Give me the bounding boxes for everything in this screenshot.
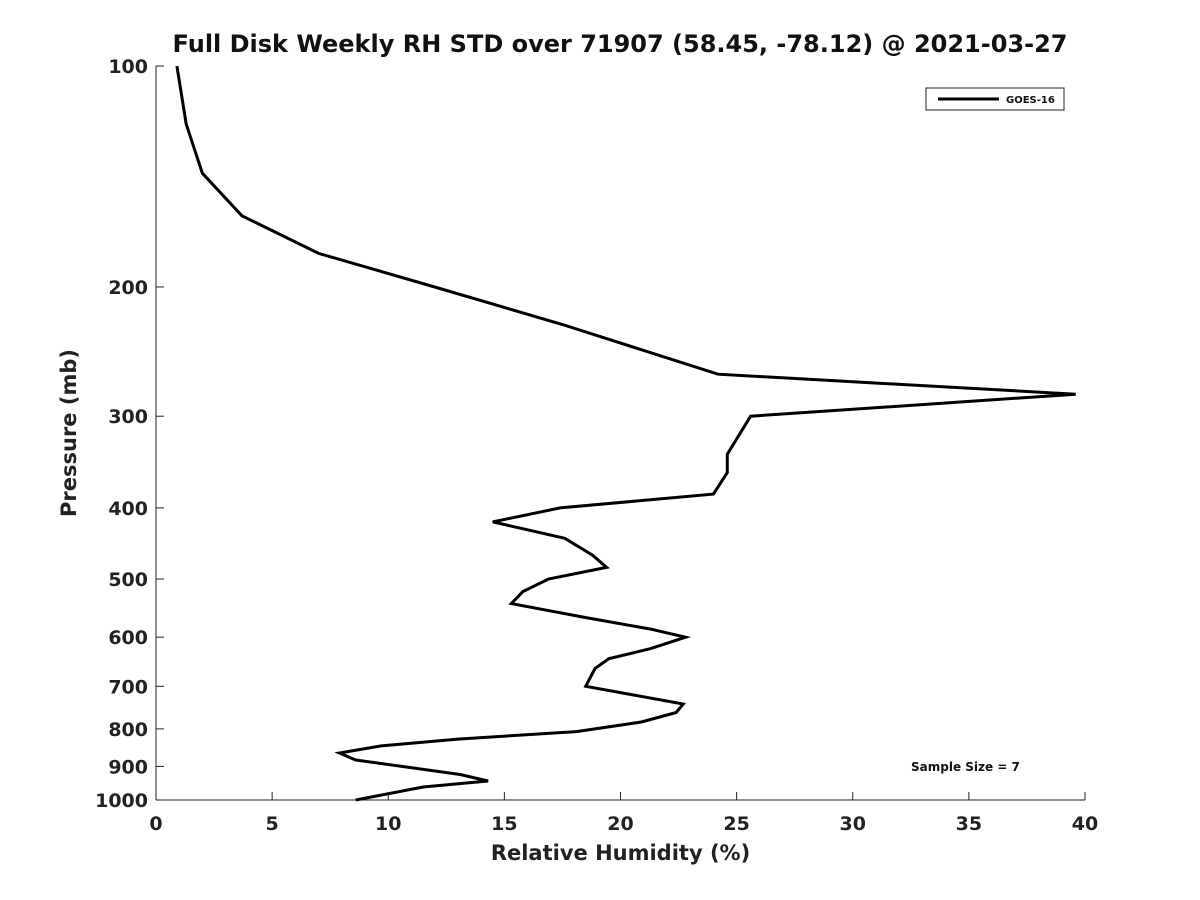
x-tick-label: 35 [956, 813, 982, 835]
x-tick-label: 15 [491, 813, 517, 835]
y-tick-label: 100 [108, 56, 148, 78]
y-tick-label: 800 [108, 719, 148, 741]
y-tick-label: 300 [108, 406, 148, 428]
x-tick-label: 10 [375, 813, 401, 835]
x-tick-label: 25 [723, 813, 749, 835]
y-tick-label: 1000 [95, 790, 148, 812]
y-tick-label: 700 [108, 676, 148, 698]
x-tick-label: 5 [266, 813, 279, 835]
x-tick-label: 40 [1072, 813, 1098, 835]
sample-size-annotation: Sample Size = 7 [911, 760, 1020, 774]
legend-label: GOES-16 [1006, 95, 1055, 106]
plot-area: 0 5 10 15 20 25 30 35 40 100 200 300 400 500 600 700 800… [57, 56, 1098, 865]
y-tick-label: 200 [108, 277, 148, 299]
chart-title: Full Disk Weekly RH STD over 71907 (58.4… [172, 30, 1068, 58]
y-tick-label: 500 [108, 569, 148, 591]
x-axis-title: Relative Humidity (%) [491, 841, 750, 865]
y-tick-label: 600 [108, 627, 148, 649]
y-tick-label: 900 [108, 756, 148, 778]
y-tick-label: 400 [108, 498, 148, 520]
x-tick-label: 20 [607, 813, 633, 835]
y-axis-title: Pressure (mb) [57, 349, 81, 517]
x-tick-label: 0 [149, 813, 162, 835]
series-line-goes-16 [175, 65, 1076, 802]
x-tick-label: 30 [840, 813, 866, 835]
